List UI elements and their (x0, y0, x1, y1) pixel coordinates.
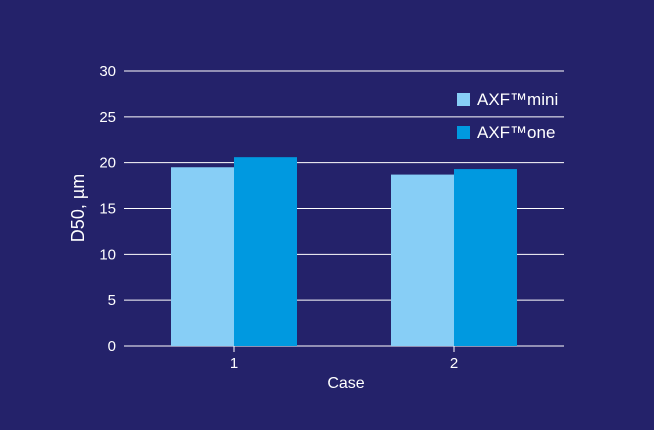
bar (454, 169, 517, 346)
y-tick-label: 20 (99, 155, 116, 172)
y-tick-label: 15 (99, 201, 116, 218)
bar (391, 174, 454, 346)
bar (171, 167, 234, 346)
y-tick-label: 5 (108, 292, 116, 309)
x-axis-title: Case (327, 375, 364, 392)
legend: AXF™mini AXF™one (457, 90, 558, 142)
y-tick-label: 30 (99, 63, 116, 80)
y-tick-label: 0 (108, 338, 116, 355)
y-tick-label: 25 (99, 109, 116, 126)
bars (171, 157, 517, 346)
legend-label: AXF™one (477, 123, 555, 142)
legend-label: AXF™mini (477, 90, 558, 109)
legend-swatch (457, 126, 470, 139)
bar (234, 157, 297, 346)
x-tick-label: 1 (230, 355, 238, 372)
y-tick-label: 10 (99, 246, 116, 263)
x-tick-label: 2 (450, 355, 458, 372)
axes: 0 5 10 15 20 25 30 1 2 (99, 63, 458, 372)
legend-swatch (457, 93, 470, 106)
y-axis-title: D50, µm (68, 174, 88, 242)
